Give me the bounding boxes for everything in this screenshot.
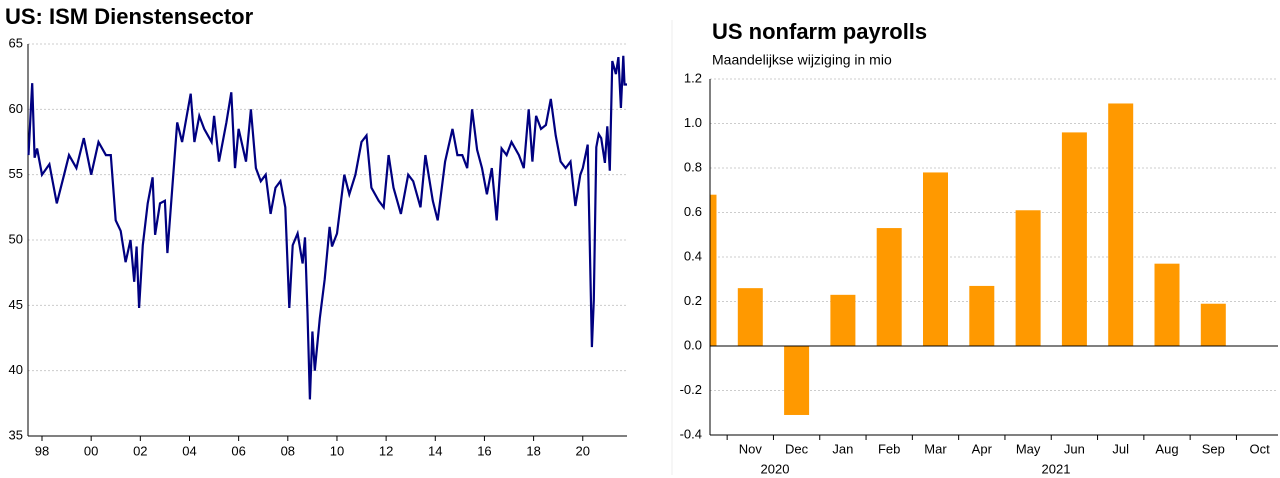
y-tick-label: 0.2 bbox=[684, 293, 702, 308]
bar bbox=[876, 228, 902, 346]
bar bbox=[737, 288, 763, 346]
y-tick-label: 0.0 bbox=[684, 337, 702, 352]
x-tick-label: Sep bbox=[1202, 441, 1225, 456]
y-tick-label: 1.0 bbox=[684, 115, 702, 130]
y-tick-label: 55 bbox=[9, 166, 23, 181]
bar bbox=[1200, 303, 1226, 346]
bar bbox=[830, 294, 856, 346]
line-series bbox=[27, 55, 627, 400]
y-tick-label: 35 bbox=[9, 427, 23, 442]
x-tick-label: Oct bbox=[1249, 441, 1270, 456]
bar bbox=[1154, 263, 1180, 346]
x-tick-label: May bbox=[1016, 441, 1041, 456]
y-tick-label: 65 bbox=[9, 35, 23, 50]
x-tick-label: Aug bbox=[1155, 441, 1178, 456]
bar bbox=[923, 172, 948, 346]
x-tick-label: 10 bbox=[330, 443, 344, 458]
y-tick-label: -0.4 bbox=[680, 426, 702, 441]
year-label: 2021 bbox=[1042, 461, 1071, 476]
bar bbox=[1061, 132, 1087, 346]
x-tick-label: Apr bbox=[972, 441, 993, 456]
x-tick-label: Dec bbox=[785, 441, 809, 456]
y-tick-label: 0.8 bbox=[684, 159, 702, 174]
x-tick-label: Feb bbox=[878, 441, 900, 456]
bar bbox=[784, 346, 810, 415]
x-tick-label: Nov bbox=[739, 441, 763, 456]
x-tick-label: Jul bbox=[1112, 441, 1129, 456]
x-tick-label: 04 bbox=[182, 443, 196, 458]
x-tick-label: 14 bbox=[428, 443, 442, 458]
bar bbox=[1108, 103, 1134, 346]
bar bbox=[969, 285, 995, 346]
x-tick-label: Jan bbox=[832, 441, 853, 456]
y-tick-label: 50 bbox=[9, 231, 23, 246]
x-tick-label: 02 bbox=[133, 443, 147, 458]
x-tick-label: 98 bbox=[35, 443, 49, 458]
year-label: 2020 bbox=[761, 461, 790, 476]
y-tick-label: 1.2 bbox=[684, 70, 702, 85]
y-tick-label: 0.4 bbox=[684, 248, 702, 263]
x-tick-label: Jun bbox=[1064, 441, 1085, 456]
x-tick-label: 06 bbox=[231, 443, 245, 458]
y-tick-label: 0.6 bbox=[684, 204, 702, 219]
y-tick-label: -0.2 bbox=[680, 382, 702, 397]
x-tick-label: 20 bbox=[576, 443, 590, 458]
chart-title: US: ISM Dienstensector bbox=[5, 4, 254, 29]
y-tick-label: 45 bbox=[9, 297, 23, 312]
chart-title: US nonfarm payrolls bbox=[712, 19, 927, 44]
x-tick-label: 08 bbox=[281, 443, 295, 458]
bar bbox=[1015, 210, 1041, 346]
chart-subtitle: Maandelijkse wijziging in mio bbox=[712, 52, 892, 68]
x-tick-label: Mar bbox=[924, 441, 947, 456]
bars bbox=[710, 103, 1226, 415]
x-tick-label: 12 bbox=[379, 443, 393, 458]
y-tick-label: 60 bbox=[9, 101, 23, 116]
bar bbox=[710, 194, 717, 346]
y-tick-label: 40 bbox=[9, 362, 23, 377]
x-tick-label: 18 bbox=[526, 443, 540, 458]
x-tick-label: 00 bbox=[84, 443, 98, 458]
x-tick-label: 16 bbox=[477, 443, 491, 458]
